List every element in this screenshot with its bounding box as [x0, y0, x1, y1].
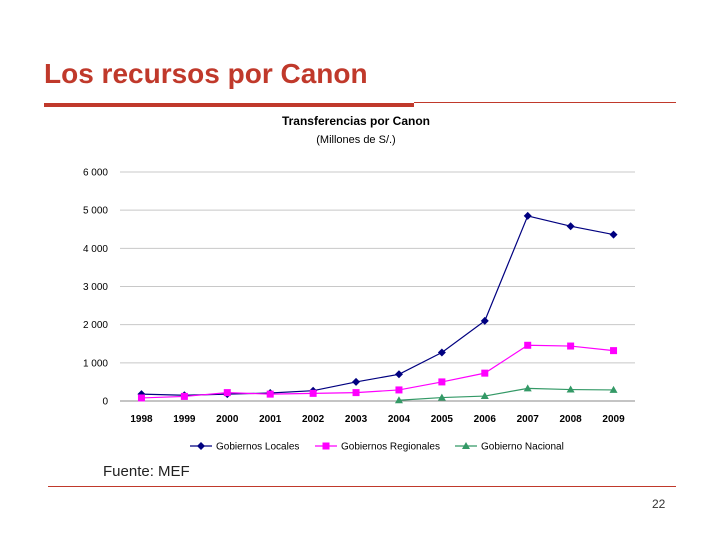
x-tick-label: 2003 [345, 414, 368, 425]
data-point [437, 393, 446, 401]
x-axis: 1998 1999 2000 2001 2002 2003 2004 2005 2006 2007… [130, 414, 625, 425]
data-point [197, 442, 205, 450]
data-point [524, 341, 532, 349]
x-tick-label: 2001 [259, 414, 282, 425]
data-point [137, 394, 145, 402]
data-point [352, 389, 360, 397]
data-point [180, 392, 188, 400]
series [394, 384, 618, 404]
data-point [609, 230, 618, 239]
data-point [223, 389, 231, 397]
series-line [398, 387, 614, 401]
page-number: 22 [652, 497, 666, 511]
data-point [523, 384, 532, 392]
y-tick-label: 0 [102, 397, 108, 408]
y-tick-label: 4 000 [83, 244, 108, 255]
data-point [480, 316, 489, 325]
grid-lines [120, 171, 635, 402]
y-tick-label: 3 000 [83, 282, 108, 293]
data-point [438, 378, 446, 386]
chart-title: Transferencias por Canon [282, 114, 430, 128]
series-line [141, 215, 614, 396]
slide-title: Los recursos por Canon [44, 58, 368, 89]
series-group [137, 211, 618, 404]
chart-subtitle: (Millones de S/.) [316, 134, 395, 146]
data-point [566, 222, 575, 231]
legend: Gobiernos Locales Gobiernos Regionales Gob… [190, 442, 564, 453]
x-tick-label: 1999 [173, 414, 196, 425]
x-tick-label: 2006 [474, 414, 497, 425]
y-tick-label: 1 000 [83, 358, 108, 369]
legend-label: Gobiernos Regionales [341, 442, 440, 453]
data-point [309, 389, 317, 397]
legend-label: Gobierno Nacional [481, 442, 564, 453]
x-tick-label: 2008 [560, 414, 583, 425]
y-tick-label: 2 000 [83, 320, 108, 331]
series-line [141, 344, 614, 399]
y-tick-label: 5 000 [83, 206, 108, 217]
data-point [352, 377, 361, 386]
y-tick-label: 6 000 [83, 168, 108, 179]
data-point [266, 390, 274, 398]
data-point [566, 385, 575, 393]
title-underline [44, 103, 414, 107]
data-point [523, 211, 532, 220]
footer-rule [48, 486, 676, 487]
legend-item: Gobiernos Regionales [315, 442, 440, 453]
x-tick-label: 2009 [602, 414, 625, 425]
series [137, 341, 618, 402]
data-point [610, 347, 618, 355]
data-point [437, 348, 446, 357]
data-point [394, 396, 403, 404]
x-tick-label: 2004 [388, 414, 411, 425]
x-tick-label: 2000 [216, 414, 239, 425]
x-tick-label: 2007 [517, 414, 540, 425]
x-tick-label: 2002 [302, 414, 325, 425]
legend-label: Gobiernos Locales [216, 442, 299, 453]
data-point [567, 342, 575, 350]
data-point [609, 385, 618, 393]
series [137, 211, 618, 400]
x-tick-label: 1998 [130, 414, 153, 425]
legend-item: Gobiernos Locales [190, 442, 299, 453]
source-note: Fuente: MEF [103, 463, 190, 480]
data-point [481, 369, 489, 377]
data-point [395, 386, 403, 394]
data-point [480, 392, 489, 400]
title-rule [414, 102, 676, 103]
x-tick-label: 2005 [431, 414, 454, 425]
chart: Transferencias por Canon (Millones de S/… [83, 114, 635, 453]
data-point [462, 442, 470, 449]
data-point [394, 370, 403, 379]
y-axis: 0 1 000 2 000 3 000 4 000 5 000 6 000 [83, 168, 108, 408]
legend-item: Gobierno Nacional [455, 442, 564, 453]
data-point [322, 442, 330, 450]
